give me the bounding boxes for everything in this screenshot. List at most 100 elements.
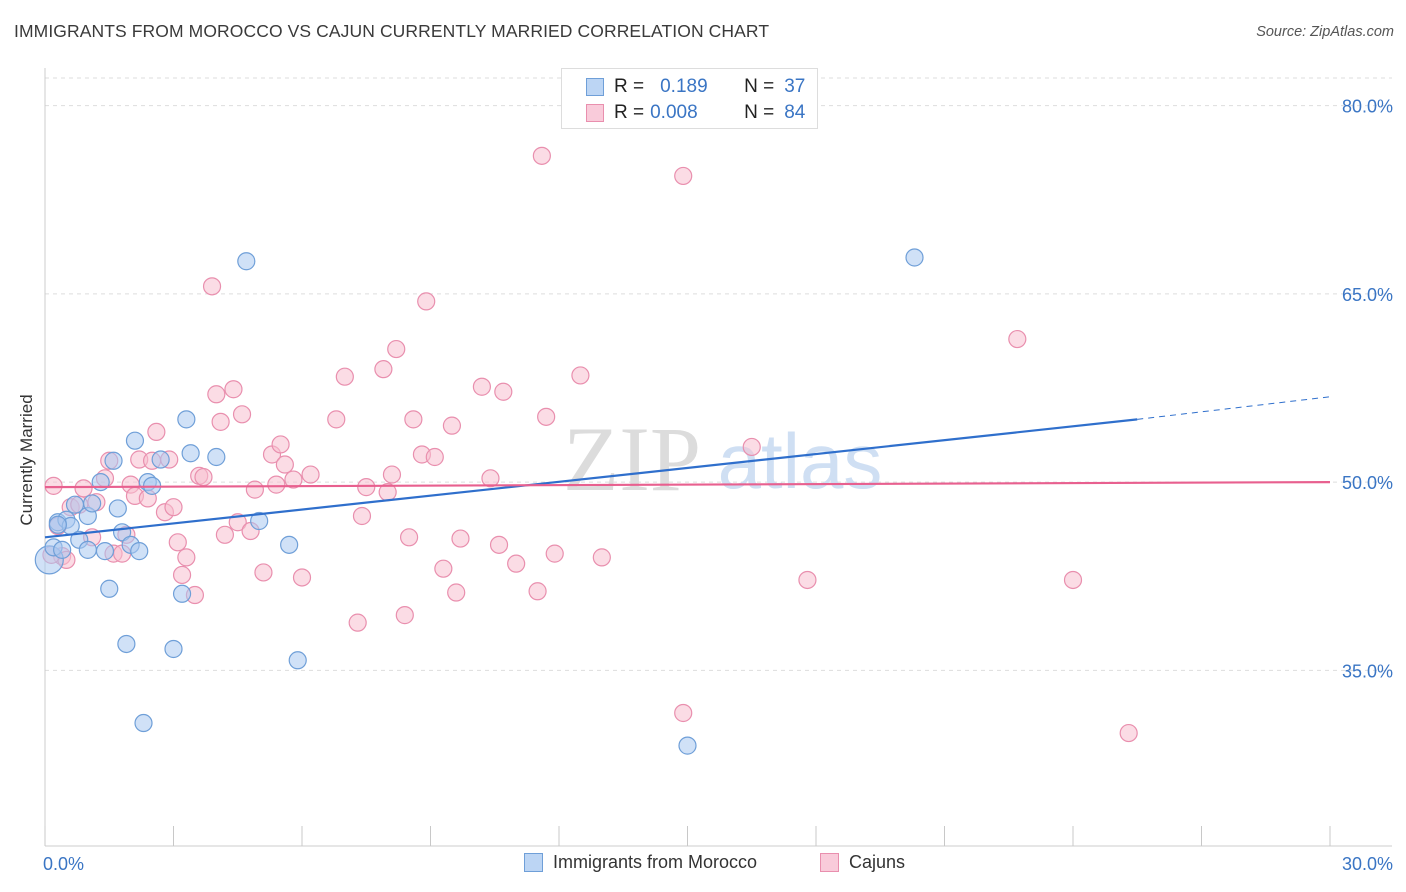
cajuns-point [434, 559, 453, 578]
morocco-point [237, 252, 256, 271]
morocco-point [151, 450, 170, 469]
cajuns-point [271, 435, 290, 454]
cajuns-point [168, 533, 187, 552]
cajuns-point [674, 703, 693, 723]
legend-n-value: 37 [784, 76, 806, 97]
cajuns-point [417, 292, 436, 311]
morocco-point [95, 542, 115, 561]
cajuns-point [292, 568, 312, 587]
morocco-point [53, 540, 72, 559]
cajuns-point [44, 476, 63, 495]
morocco-point [288, 651, 307, 670]
legend-n-label: N = [744, 102, 775, 123]
legend-r-label: R = [614, 102, 645, 123]
bottom-legend-label-cajuns: Cajuns [849, 852, 906, 872]
y-tick-label: 50.0% [1342, 473, 1393, 493]
cajuns-point [507, 554, 526, 573]
cajuns-point [301, 465, 320, 484]
cajuns-point [545, 544, 564, 563]
cajuns-point [571, 366, 590, 385]
bottom-legend-morocco: Immigrants from Morocco [524, 852, 757, 873]
cajuns-point [374, 360, 393, 379]
morocco-point [678, 736, 697, 755]
cajuns-point [194, 467, 213, 487]
cajuns-trend-line [44, 480, 1331, 489]
cajuns-point [592, 548, 611, 567]
morocco-point [83, 494, 102, 513]
cajuns-point [147, 422, 166, 442]
morocco-point [172, 584, 192, 603]
cajuns-point [211, 412, 230, 431]
cajuns-point [1119, 723, 1138, 743]
cajuns-point [1008, 329, 1027, 349]
legend-n-label: N = [744, 76, 775, 97]
legend-r-value: 0.008 [650, 102, 698, 123]
cajuns-point [177, 548, 196, 567]
y-axis-label: Currently Married [17, 394, 36, 526]
morocco-point [177, 410, 196, 429]
legend-row-morocco: R = 0.189 N = 37 [586, 75, 805, 99]
morocco-point [207, 447, 226, 467]
cajuns-point [207, 385, 226, 404]
cajuns-point [489, 535, 509, 554]
cajuns-point [215, 525, 234, 544]
cajuns-point [395, 606, 414, 625]
watermark-zip: ZIP [563, 408, 701, 510]
bottom-legend-cajuns: Cajuns [820, 852, 905, 873]
grid-lines [45, 77, 1392, 671]
cajuns-point [348, 613, 367, 632]
bottom-legend-swatch-pink [820, 853, 839, 872]
source-label: Source: ZipAtlas.com [1256, 24, 1394, 40]
cajuns-point [387, 339, 406, 359]
cajuns-point [267, 475, 286, 494]
morocco-point [125, 431, 145, 450]
legend-row-cajuns: R = 0.008 N = 84 [586, 101, 805, 125]
cajuns-point [442, 416, 462, 435]
cajuns-point [164, 498, 183, 517]
y-tick-label: 80.0% [1342, 97, 1393, 117]
legend-n-value: 84 [784, 102, 806, 123]
bottom-legend-swatch-blue [524, 853, 543, 872]
legend-swatch-blue [586, 78, 604, 96]
cajuns-point [382, 465, 402, 484]
cajuns-point [425, 447, 444, 467]
cajuns-point [674, 166, 693, 186]
cajuns-point [254, 563, 273, 582]
cajuns-point [537, 407, 556, 426]
trend-lines [44, 396, 1331, 539]
cajuns-point [202, 277, 222, 296]
cajuns-point [275, 455, 294, 474]
tick-labels: 35.0% 50.0% 65.0% 80.0% 0.0% 30.0% [43, 97, 1393, 874]
cajuns-point [232, 405, 252, 424]
cajuns-point [335, 367, 354, 386]
bottom-legend-label-morocco: Immigrants from Morocco [553, 852, 758, 872]
chart-title: IMMIGRANTS FROM MOROCCO VS CAJUN CURRENT… [14, 21, 770, 41]
cajuns-point [532, 146, 551, 165]
axes [44, 68, 1392, 847]
cajuns-point [451, 529, 470, 548]
morocco-point [108, 499, 127, 518]
morocco-point [905, 248, 924, 267]
legend-r-label: R = [614, 76, 645, 97]
morocco-trend-line [44, 418, 1138, 539]
morocco-point [181, 444, 200, 463]
legend-r-value: 0.189 [660, 76, 708, 97]
cajuns-point [742, 437, 761, 457]
stats-legend: R = 0.189 N = 37 R = 0.008 N = 84 [561, 68, 818, 129]
cajuns-point [472, 377, 491, 396]
x-tick-label: 0.0% [43, 854, 84, 874]
morocco-point [117, 634, 136, 654]
morocco-point [104, 451, 123, 470]
morocco-point [164, 639, 183, 659]
cajuns-point [404, 410, 423, 429]
morocco-point [130, 542, 149, 561]
morocco-point [100, 579, 119, 598]
cajuns-point [528, 582, 547, 601]
legend-swatch-pink [586, 104, 604, 122]
cajuns-point [172, 565, 192, 585]
morocco-trend-extension [1137, 396, 1331, 420]
cajuns-point [245, 480, 264, 499]
morocco-point [250, 511, 269, 531]
cajuns-point [74, 479, 93, 498]
